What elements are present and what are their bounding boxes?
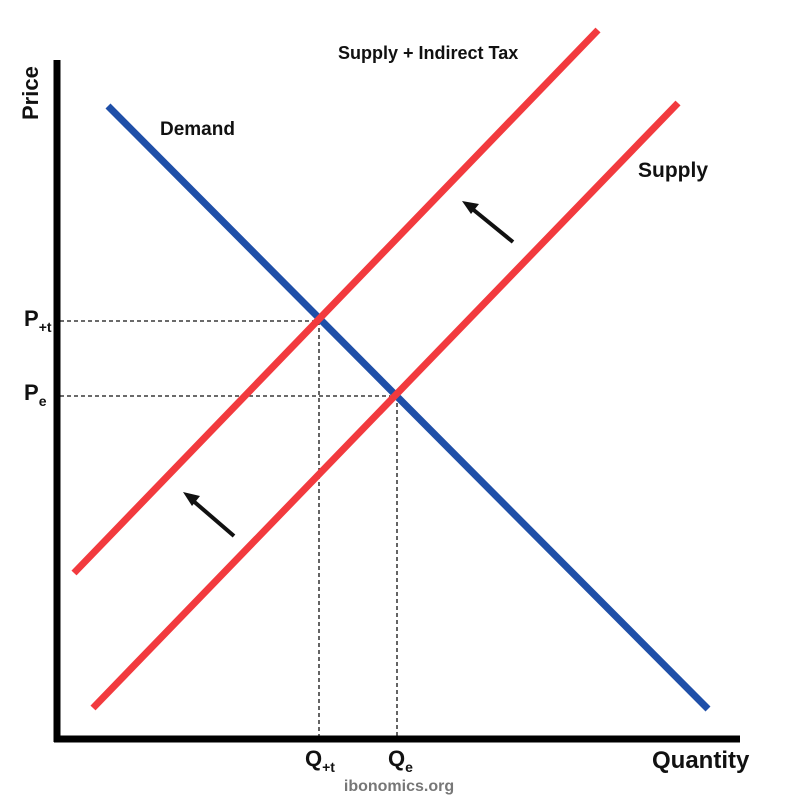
supply-tax-curve [71,27,601,576]
y-tick-p-tax: P+t [24,306,52,335]
x-tick-q-tax-sub: +t [322,759,335,775]
y-tick-p-e-main: P [24,380,39,405]
x-tick-q-e-sub: e [405,759,413,775]
shift-arrows [183,201,515,538]
shift-arrow-upper-head [462,201,479,214]
x-tick-q-e: Qe [388,746,413,775]
x-axis-label: Quantity [652,747,750,774]
x-tick-q-tax: Q+t [305,746,335,775]
y-tick-p-tax-sub: +t [39,319,52,335]
x-tick-q-e-main: Q [388,746,405,771]
demand-curve [105,103,711,712]
x-tick-q-tax-main: Q [305,746,322,771]
shift-arrow-lower [189,497,236,538]
shift-arrow-upper [468,205,515,244]
supply-curve [90,100,681,711]
watermark: ibonomics.org [344,778,454,795]
demand-label: Demand [160,119,235,140]
y-axis-label: Price [18,66,43,120]
supply-tax-label: Supply + Indirect Tax [338,43,518,63]
dashed-guides [60,320,398,738]
supply-label: Supply [638,159,708,182]
shift-arrow-lower-head [183,492,200,506]
axes [53,60,740,743]
y-tick-p-e: Pe [24,380,47,409]
y-tick-p-e-sub: e [39,393,47,409]
y-tick-p-tax-main: P [24,306,39,331]
